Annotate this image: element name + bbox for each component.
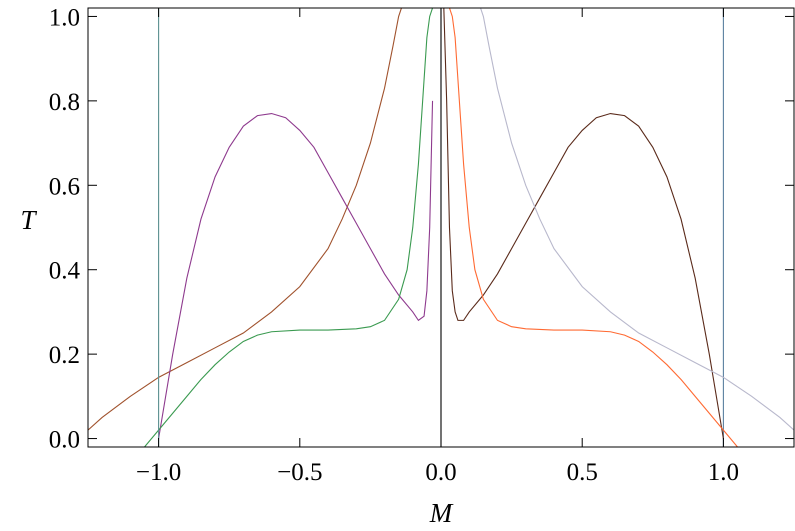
y-tick-label: 0.4	[49, 258, 81, 285]
tick-layer: −1.0 −0.5 0.0 0.5 1.0 0.0 0.2 0.4 0.6 0.8 1.0	[49, 4, 794, 486]
y-tick-label: 1.0	[49, 4, 80, 31]
x-tick-label: −1.0	[136, 459, 181, 486]
series-0-line	[88, 8, 402, 431]
series-layer	[88, 8, 794, 447]
y-tick-label: 0.2	[49, 342, 80, 369]
x-tick-label: 1.0	[708, 459, 739, 486]
y-tick-label: 0.0	[49, 427, 80, 454]
x-axis-label: M	[429, 498, 454, 528]
series-1-line	[158, 100, 434, 439]
series-6-line	[443, 8, 724, 439]
x-tick-label: 0.0	[425, 459, 456, 486]
series-7-line	[448, 8, 738, 447]
x-tick-label: 0.5	[567, 459, 598, 486]
y-axis-label: T	[20, 205, 37, 235]
series-8-line	[480, 8, 794, 431]
y-tick-label: 0.8	[49, 89, 80, 116]
y-tick-label: 0.6	[49, 173, 80, 200]
series-2-line	[144, 8, 434, 447]
x-tick-label: −0.5	[277, 459, 322, 486]
